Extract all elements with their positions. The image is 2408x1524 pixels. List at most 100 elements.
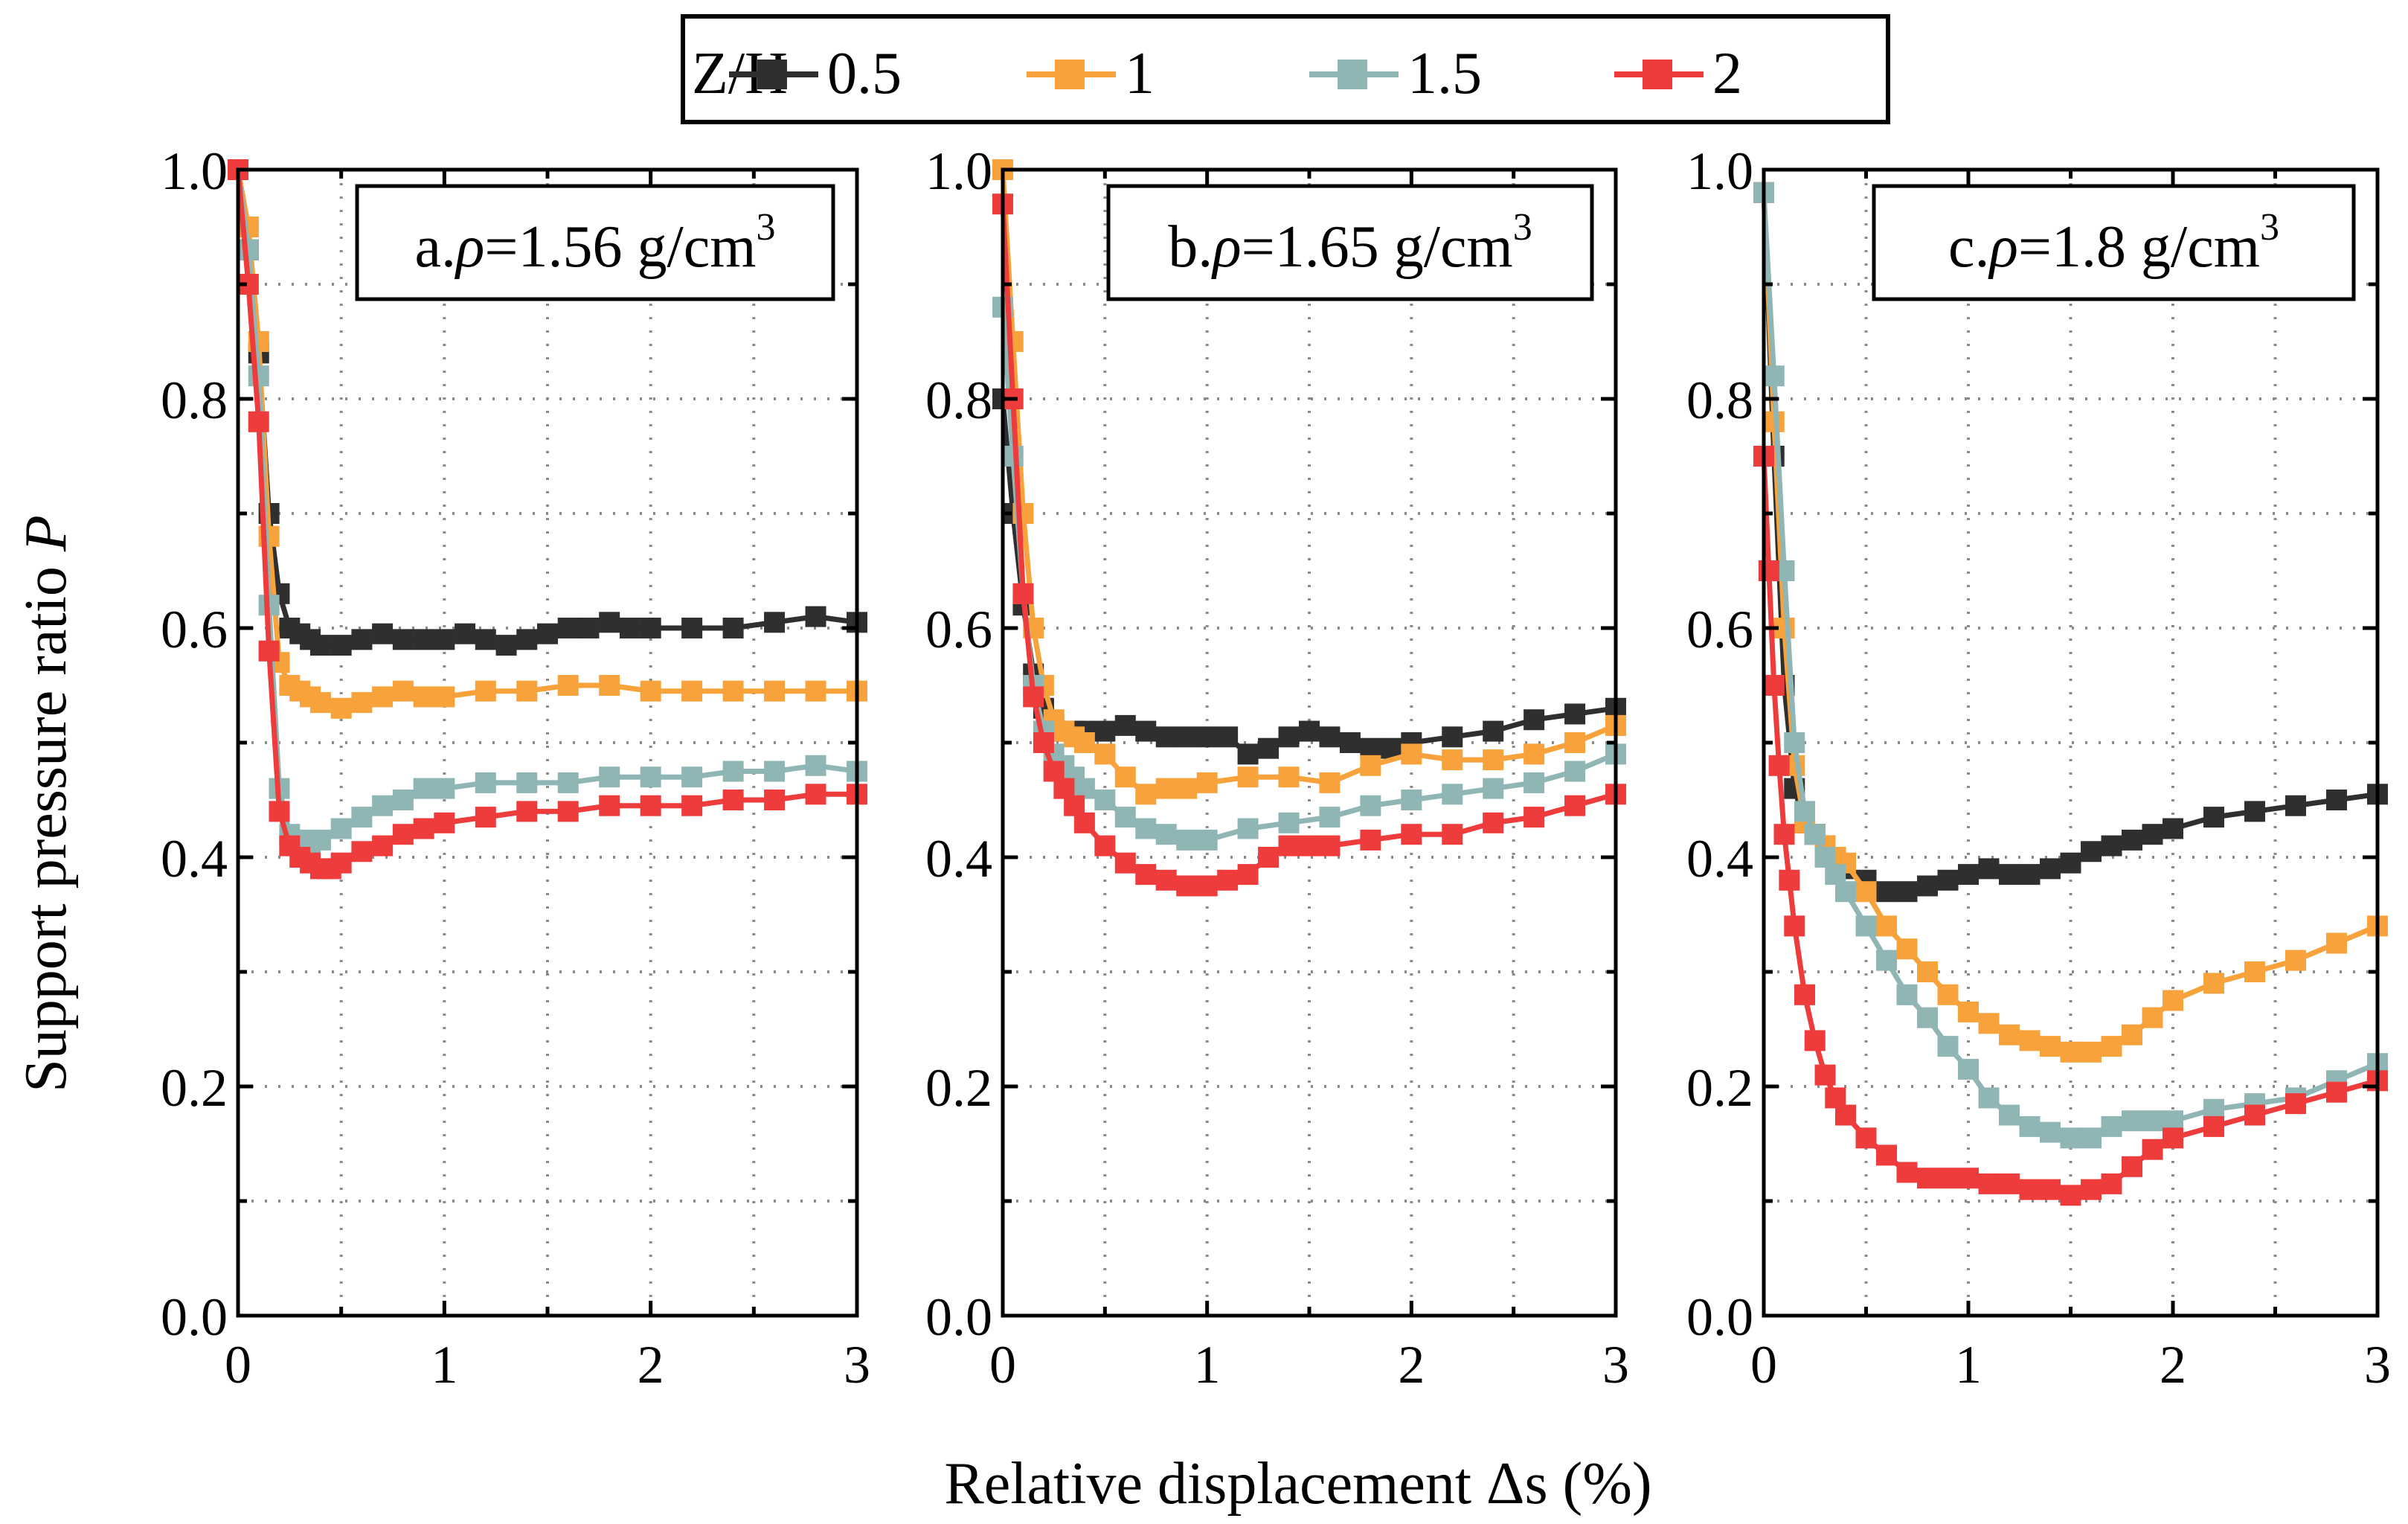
series-2	[228, 159, 867, 880]
data-point	[1876, 1144, 1897, 1166]
y-tick-label: 0.6	[925, 600, 992, 659]
legend-label-0.5: 0.5	[827, 41, 902, 106]
data-point	[1958, 1058, 1979, 1080]
data-point	[557, 772, 579, 793]
data-point	[1442, 749, 1463, 771]
data-point	[1237, 818, 1259, 839]
x-tick-label: 3	[844, 1335, 870, 1395]
data-point	[1896, 881, 1918, 903]
data-point	[1278, 835, 1300, 857]
data-point	[1278, 812, 1300, 833]
y-tick-label: 0.6	[161, 600, 228, 659]
data-point	[1094, 790, 1116, 810]
grid	[238, 168, 857, 1316]
data-point	[1876, 950, 1897, 971]
data-point	[1176, 875, 1198, 897]
data-point	[1937, 984, 1959, 1005]
data-point	[2285, 1093, 2306, 1115]
data-point	[2101, 1036, 2122, 1057]
data-point	[1999, 864, 2020, 886]
panel-title-box	[1106, 184, 1594, 301]
data-point	[764, 680, 786, 702]
data-point	[1958, 864, 1979, 886]
data-point	[434, 629, 455, 650]
x-tick-label: 0	[225, 1335, 251, 1395]
legend-label-1: 1	[1125, 41, 1155, 106]
data-point	[1876, 915, 1897, 937]
panel-title-prefix: b.	[1168, 214, 1213, 280]
y-tick-label: 0.8	[161, 371, 228, 430]
data-point	[1033, 732, 1054, 753]
data-point	[681, 795, 703, 816]
data-point	[1978, 1173, 2000, 1194]
data-point	[1237, 864, 1259, 886]
data-point	[351, 629, 373, 650]
x-tick-label: 2	[638, 1335, 664, 1395]
x-tick-label: 1	[1194, 1335, 1221, 1395]
data-point	[2040, 858, 2061, 880]
data-point	[1360, 795, 1381, 816]
data-point	[805, 755, 826, 776]
data-point	[516, 629, 538, 650]
data-point	[1319, 807, 1341, 828]
data-point	[1784, 732, 1805, 753]
data-point	[2326, 1081, 2347, 1103]
data-point	[1876, 881, 1897, 903]
data-point	[537, 623, 558, 644]
data-point	[2326, 932, 2347, 954]
data-point	[2142, 1007, 2163, 1028]
panel-title-rho: ρ	[454, 214, 484, 280]
data-point	[475, 807, 496, 828]
x-tick-label: 2	[1398, 1335, 1425, 1395]
data-point	[1176, 726, 1198, 748]
data-point	[1002, 446, 1024, 467]
panel-title: a.ρ=1.56 g/cm3	[415, 206, 776, 280]
data-point	[1917, 1007, 1938, 1028]
data-point	[1094, 743, 1116, 765]
data-point	[1896, 1162, 1918, 1183]
data-point	[2101, 1173, 2122, 1194]
panel-title-value: =1.65 g/cm	[1242, 214, 1513, 280]
data-point	[599, 766, 620, 788]
panel-title-value: =1.56 g/cm	[484, 214, 756, 280]
data-point	[372, 835, 394, 857]
data-point	[599, 795, 620, 816]
data-point	[1768, 755, 1790, 776]
data-point	[1784, 915, 1805, 937]
panel-title: c.ρ=1.8 g/cm3	[1948, 206, 2279, 280]
data-point	[805, 784, 826, 805]
data-point	[1135, 720, 1157, 742]
data-point	[330, 818, 352, 839]
data-point	[1176, 829, 1198, 851]
panel-title-value: =1.8 g/cm	[2018, 214, 2260, 280]
data-point	[475, 772, 496, 793]
data-point	[2122, 1024, 2142, 1046]
data-point	[2163, 1127, 2183, 1149]
y-tick-label: 0.8	[925, 371, 992, 430]
data-point	[1135, 818, 1157, 839]
data-point	[413, 629, 434, 650]
data-point	[764, 790, 786, 810]
data-point	[1094, 720, 1116, 742]
data-point	[1155, 869, 1177, 891]
x-tick-label: 1	[1955, 1335, 1982, 1395]
data-point	[764, 761, 786, 782]
data-point	[455, 623, 476, 644]
y-tick-label: 0.8	[1686, 371, 1753, 430]
data-point	[681, 766, 703, 788]
data-point	[1135, 784, 1157, 805]
data-point	[516, 801, 538, 822]
panel-title-prefix: a.	[415, 214, 457, 280]
data-point	[1114, 852, 1136, 874]
data-point	[2081, 841, 2102, 862]
data-point	[372, 686, 394, 708]
data-point	[2122, 829, 2142, 851]
data-point	[1114, 807, 1136, 828]
legend-frame	[681, 14, 1890, 124]
x-tick-label: 0	[989, 1335, 1016, 1395]
data-point	[1937, 869, 1959, 891]
y-tick-label: 0.4	[1686, 829, 1753, 889]
data-point	[1155, 778, 1177, 799]
y-tick-label: 1.0	[925, 141, 992, 201]
